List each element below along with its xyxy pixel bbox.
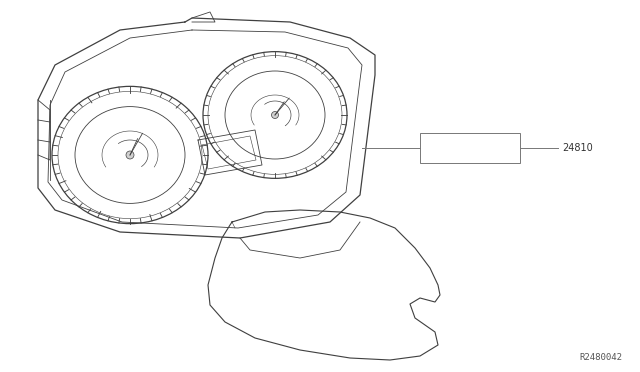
Circle shape [271,112,278,119]
Text: 24810: 24810 [562,143,593,153]
Bar [420,133,520,163]
Circle shape [126,151,134,159]
Text: R2480042: R2480042 [579,353,622,362]
